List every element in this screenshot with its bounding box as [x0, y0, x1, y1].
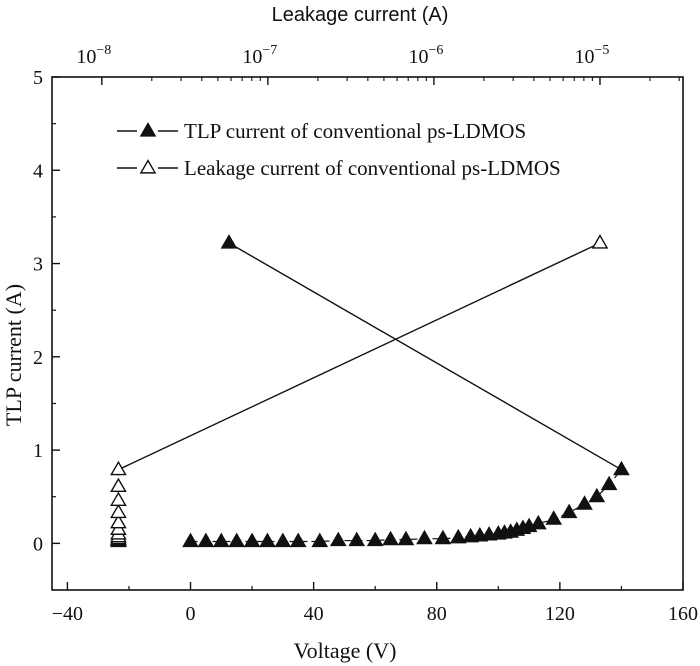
x-tick-label: 160: [668, 603, 698, 625]
tlp-point: [529, 514, 547, 530]
top-tick-label: 10−6: [408, 43, 443, 68]
tlp-point: [259, 532, 276, 548]
leakage-point: [110, 513, 127, 529]
tlp-point: [576, 495, 593, 510]
tlp-point: [197, 532, 215, 548]
leakage-point: [110, 491, 127, 507]
top-tick-label: 10−8: [76, 43, 111, 68]
guide-line: [228, 242, 622, 471]
x-tick-label: 40: [304, 603, 324, 625]
tlp-point: [613, 460, 630, 476]
tlp-point: [228, 532, 246, 548]
y-tick-label: 5: [33, 67, 43, 89]
axis-ticks: −40 0 40 80 120 160 0 1 2 3 4 5 10−8 10−7 10−6 10−5: [33, 43, 698, 625]
tlp-point: [588, 487, 606, 503]
tlp-point: [560, 503, 578, 519]
top-axis-title: Leakage current (A): [272, 4, 449, 26]
x-tick-label: 120: [545, 603, 575, 625]
top-tick-label: 10−7: [242, 43, 277, 68]
leakage-point: [110, 503, 127, 519]
tlp-point: [348, 531, 366, 547]
legend-label: TLP current of conventional ps-LDMOS: [184, 119, 526, 143]
tlp-point: [416, 529, 433, 545]
top-tick-label: 10−5: [575, 43, 610, 68]
guide-lines: [118, 234, 622, 471]
x-axis-title: Voltage (V): [294, 638, 397, 663]
y-tick-label: 4: [33, 160, 43, 182]
leakage-point: [110, 477, 127, 493]
tlp-point: [289, 532, 307, 548]
tlp-point: [366, 531, 384, 547]
plot-frame: [51, 76, 684, 591]
leakage-point: [110, 460, 127, 476]
tlp-point: [382, 530, 399, 546]
legend-label: Leakage current of conventional ps-LDMOS: [184, 156, 561, 180]
tlp-point: [274, 532, 292, 548]
y-tick-label: 1: [33, 440, 43, 462]
legend-marker: [139, 159, 157, 174]
legend-marker: [139, 122, 157, 137]
tlp-point: [182, 532, 199, 548]
tlp-point: [243, 532, 261, 548]
tlp-point: [449, 528, 467, 544]
tlp-point: [397, 530, 415, 546]
y-axis-title: TLP current (A): [1, 284, 26, 426]
y-tick-label: 0: [33, 533, 43, 555]
tlp-point: [311, 532, 329, 548]
x-tick-label: −40: [52, 603, 83, 625]
guide-end-marker: [591, 234, 609, 249]
tlp-point: [329, 531, 347, 547]
series-line-0: [190, 469, 622, 543]
tlp-point: [434, 529, 452, 545]
tlp-point: [600, 475, 618, 491]
data-series: [110, 460, 630, 548]
tlp-point: [212, 532, 230, 548]
legend: TLP current of conventional ps-LDMOS Leak…: [117, 119, 561, 180]
x-tick-label: 0: [186, 603, 196, 625]
guide-end-marker: [220, 234, 238, 249]
tlp-point: [545, 510, 563, 525]
plot-border: [51, 76, 684, 591]
x-tick-label: 80: [427, 603, 447, 625]
y-tick-label: 2: [33, 347, 43, 369]
y-tick-label: 3: [33, 254, 43, 276]
guide-line: [118, 242, 601, 471]
